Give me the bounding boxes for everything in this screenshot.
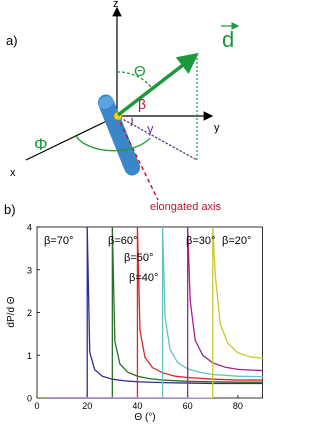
figure: a) z y x d Θ β γ Φ elongated axis b) Θ (4, 0, 263, 423)
cylinder (97, 94, 141, 176)
series-line (37, 227, 263, 398)
y-axis-title: dP/d Θ (6, 296, 17, 327)
series-label: β=60° (108, 235, 137, 247)
phi-label: Φ (34, 135, 48, 154)
x-tick-label: 60 (183, 401, 193, 411)
y-tick-label: 2 (27, 308, 32, 318)
phi-arc (75, 135, 151, 152)
series-label: β=40° (129, 272, 158, 284)
z-label: z (113, 0, 119, 10)
theta-arc (116, 71, 153, 89)
series-label: β=50° (124, 252, 153, 264)
x-axis-title: Θ (°) (134, 412, 155, 423)
projection (116, 115, 198, 161)
series-line (37, 227, 263, 398)
series-label: β=30° (186, 235, 215, 247)
x-tick-label: 80 (233, 401, 243, 411)
y-tick-label: 1 (27, 351, 32, 361)
vector-label: d (222, 27, 234, 52)
x-tick-label: 40 (132, 401, 142, 411)
y-tick-label: 3 (27, 265, 32, 275)
series-label: β=70° (44, 235, 73, 247)
elongated-axis-line (116, 115, 159, 201)
x-axis (25, 115, 118, 161)
gamma-arc (130, 117, 133, 127)
panel-label: b) (4, 202, 16, 217)
beta-label: β (138, 96, 146, 112)
plot-lines (37, 227, 263, 398)
panel-label: a) (6, 33, 18, 48)
x-label: x (10, 167, 16, 179)
y-tick-label: 0 (27, 394, 32, 404)
page: {"panel_a": {"label": "a)", "axis_z": "z… (4, 0, 263, 423)
x-tick-label: 20 (82, 401, 92, 411)
x-tick-label: 0 (34, 401, 39, 411)
series-line (37, 227, 263, 398)
y-tick-label: 4 (27, 223, 32, 233)
vector-d (116, 52, 199, 117)
series-line (37, 227, 263, 398)
series-label: β=20° (222, 235, 251, 247)
y-label: y (214, 122, 220, 134)
elongated-axis-label: elongated axis (150, 201, 221, 213)
theta-label: Θ (134, 63, 146, 80)
projection (116, 54, 198, 162)
gamma-label: γ (147, 121, 154, 136)
series-line (37, 227, 263, 398)
diagram: a) z y x d Θ β γ Φ elongated axis (6, 0, 240, 213)
